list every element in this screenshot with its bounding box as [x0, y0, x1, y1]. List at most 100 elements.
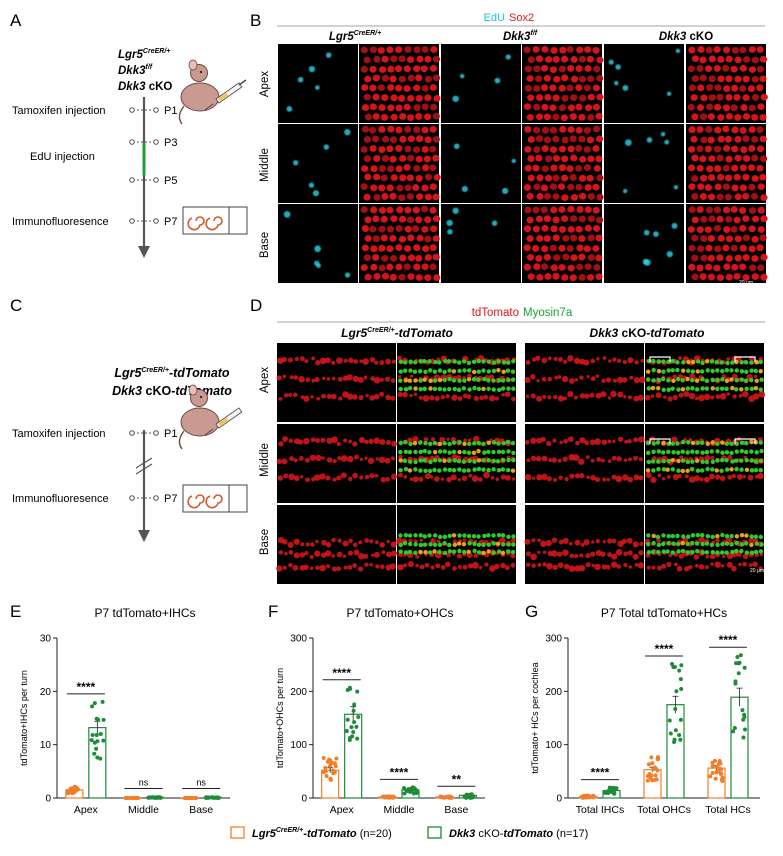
data-point [731, 729, 736, 734]
data-point [710, 760, 715, 765]
data-point [614, 786, 619, 791]
micrograph-tile [441, 204, 521, 283]
legend-label-cko: Dkk3 cKO-tdTomato (n=17) [449, 828, 588, 840]
data-point [713, 776, 718, 781]
data-point [328, 776, 333, 781]
data-point [355, 689, 360, 694]
data-point [585, 794, 590, 799]
legend-label-control: Lgr5CreER/+-tdTomato (n=20) [252, 827, 392, 840]
data-point [733, 679, 738, 684]
significance-label: **** [390, 765, 409, 779]
data-point [715, 769, 720, 774]
row-apex-b: Apex [259, 71, 271, 97]
y-tick-label: 200 [290, 687, 307, 698]
data-point [668, 731, 673, 736]
data-point [679, 686, 684, 691]
data-point [674, 689, 679, 694]
data-point [402, 791, 407, 796]
y-tick-label: 100 [290, 740, 307, 751]
data-point [717, 759, 722, 764]
data-point [182, 796, 187, 800]
cochlea-slide-icon [182, 484, 248, 513]
x-tick-label: Total HCs [705, 804, 751, 816]
data-point [156, 795, 161, 800]
data-point [653, 773, 658, 778]
genotype-lgr5: Lgr5CreER/+ [118, 48, 170, 61]
data-point [447, 795, 452, 800]
data-point [352, 702, 357, 707]
data-point [72, 784, 77, 789]
row-base-d: Base [259, 529, 271, 555]
step-tamoxifen-c: Tamoxifen injection [12, 428, 106, 440]
timeline-arrow-a [138, 246, 150, 258]
y-tick-label: 0 [301, 794, 307, 805]
data-point [90, 704, 95, 709]
data-point [710, 770, 715, 775]
data-point [332, 761, 337, 766]
data-point [323, 765, 328, 770]
stain-tdtomato: tdTomato [472, 307, 519, 319]
data-point [714, 765, 719, 770]
step-immuno: Immunofluoresence [12, 216, 109, 228]
data-point [95, 755, 100, 760]
y-tick-label: 100 [545, 740, 562, 751]
data-point [98, 756, 103, 761]
day-p7-c: P7 [164, 493, 177, 505]
row-middle-b: Middle [259, 148, 271, 182]
day-p3: P3 [164, 137, 177, 149]
row-base-b: Base [259, 232, 271, 258]
panel-d: D tdTomato Myosin7a Lgr5CreER/+-tdTomato… [250, 296, 766, 584]
data-point [655, 755, 660, 760]
group-lgr5: Lgr5CreER/+ [329, 30, 381, 43]
panel-letter-d: D [250, 296, 262, 315]
y-tick-label: 300 [290, 634, 307, 645]
step-immuno-c: Immunofluoresence [12, 493, 109, 505]
data-point [210, 795, 215, 800]
data-point [678, 717, 683, 722]
data-point [673, 707, 678, 712]
data-point [355, 736, 360, 741]
x-tick-label: Total IHCs [576, 804, 624, 816]
panel-letter-b: B [250, 11, 261, 30]
data-point [646, 762, 651, 767]
y-axis-label: tdTomato+IHCs per turn [19, 670, 29, 766]
data-point [679, 663, 684, 668]
significance-label: **** [76, 680, 95, 694]
data-point [408, 789, 413, 794]
legend: Lgr5CreER/+-tdTomato (n=20) Dkk3 cKO-tdT… [230, 826, 588, 840]
significance-label: ns [196, 778, 206, 788]
micrograph-tile [359, 204, 439, 283]
x-tick-label: Middle [128, 804, 159, 816]
data-point [92, 701, 97, 706]
micrograph-tile [397, 343, 516, 422]
data-point [345, 688, 350, 693]
micrograph-tile [686, 204, 766, 283]
data-point [345, 717, 350, 722]
data-point [608, 789, 613, 794]
chart-e: P7 tdTomato+IHCs tdTomato+IHCs per turn 0 1… [19, 606, 230, 816]
data-point [708, 774, 713, 779]
step-edu: EdU injection [30, 151, 95, 163]
data-point [442, 795, 447, 800]
group-dkk3-cko-tdtomato: Dkk3 cKO-tdTomato [590, 326, 705, 340]
data-point [741, 735, 746, 740]
step-tamoxifen: Tamoxifen injection [12, 105, 106, 117]
data-point [347, 738, 352, 743]
data-point [413, 786, 418, 791]
data-point [148, 795, 153, 800]
data-point [438, 794, 443, 799]
data-point [350, 734, 355, 739]
significance-label: **** [655, 642, 674, 656]
mouse-icon [178, 59, 220, 125]
data-point [672, 665, 677, 670]
data-point [98, 732, 103, 737]
data-point [732, 726, 737, 731]
genotype-dkk3-cko: Dkk3 cKO [118, 81, 172, 93]
data-point [677, 668, 682, 673]
data-point [193, 796, 198, 800]
stain-sox2: Sox2 [509, 12, 534, 24]
data-point [648, 775, 653, 780]
data-point [344, 728, 349, 733]
y-tick-label: 30 [40, 634, 52, 645]
